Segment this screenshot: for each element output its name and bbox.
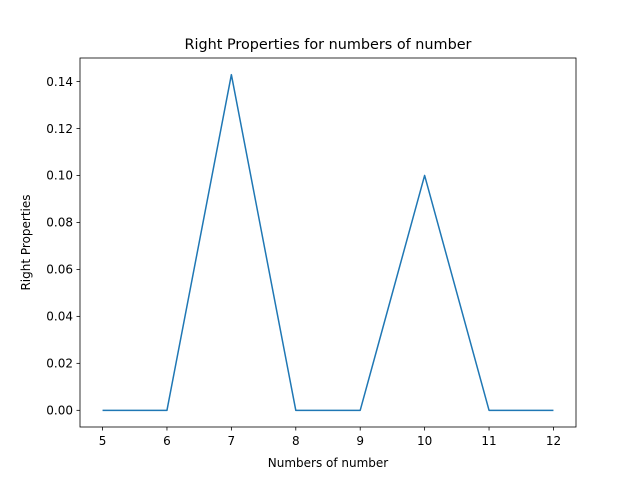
x-tick-label: 12 bbox=[546, 434, 561, 448]
y-tick-label: 0.04 bbox=[46, 310, 73, 324]
x-axis: 5 6 7 8 9 10 11 12 bbox=[99, 427, 561, 448]
x-tick-label: 8 bbox=[292, 434, 300, 448]
x-tick-label: 7 bbox=[228, 434, 236, 448]
x-tick-label: 5 bbox=[99, 434, 107, 448]
y-tick-label: 0.06 bbox=[46, 263, 73, 277]
x-axis-label: Numbers of number bbox=[268, 456, 389, 470]
x-tick-label: 6 bbox=[163, 434, 171, 448]
series-layer bbox=[102, 73, 554, 412]
x-tick-label: 11 bbox=[481, 434, 496, 448]
chart-title: Right Properties for numbers of number bbox=[185, 37, 472, 53]
y-tick-label: 0.10 bbox=[46, 169, 73, 183]
y-axis-label: Right Properties bbox=[19, 194, 33, 290]
axes-frame bbox=[79, 57, 577, 428]
y-axis: 0.00 0.02 0.04 0.06 0.08 0.10 0.12 0.14 bbox=[46, 75, 80, 418]
y-tick-label: 0.02 bbox=[46, 357, 73, 371]
y-tick-label: 0.00 bbox=[46, 404, 73, 418]
plot-area bbox=[80, 58, 576, 427]
axes-background bbox=[80, 58, 576, 427]
series-line bbox=[102, 73, 554, 412]
x-tick-label: 9 bbox=[356, 434, 364, 448]
y-tick-label: 0.08 bbox=[46, 216, 73, 230]
y-tick-label: 0.12 bbox=[46, 122, 73, 136]
x-tick-label: 10 bbox=[417, 434, 432, 448]
y-tick-label: 0.14 bbox=[46, 75, 73, 89]
